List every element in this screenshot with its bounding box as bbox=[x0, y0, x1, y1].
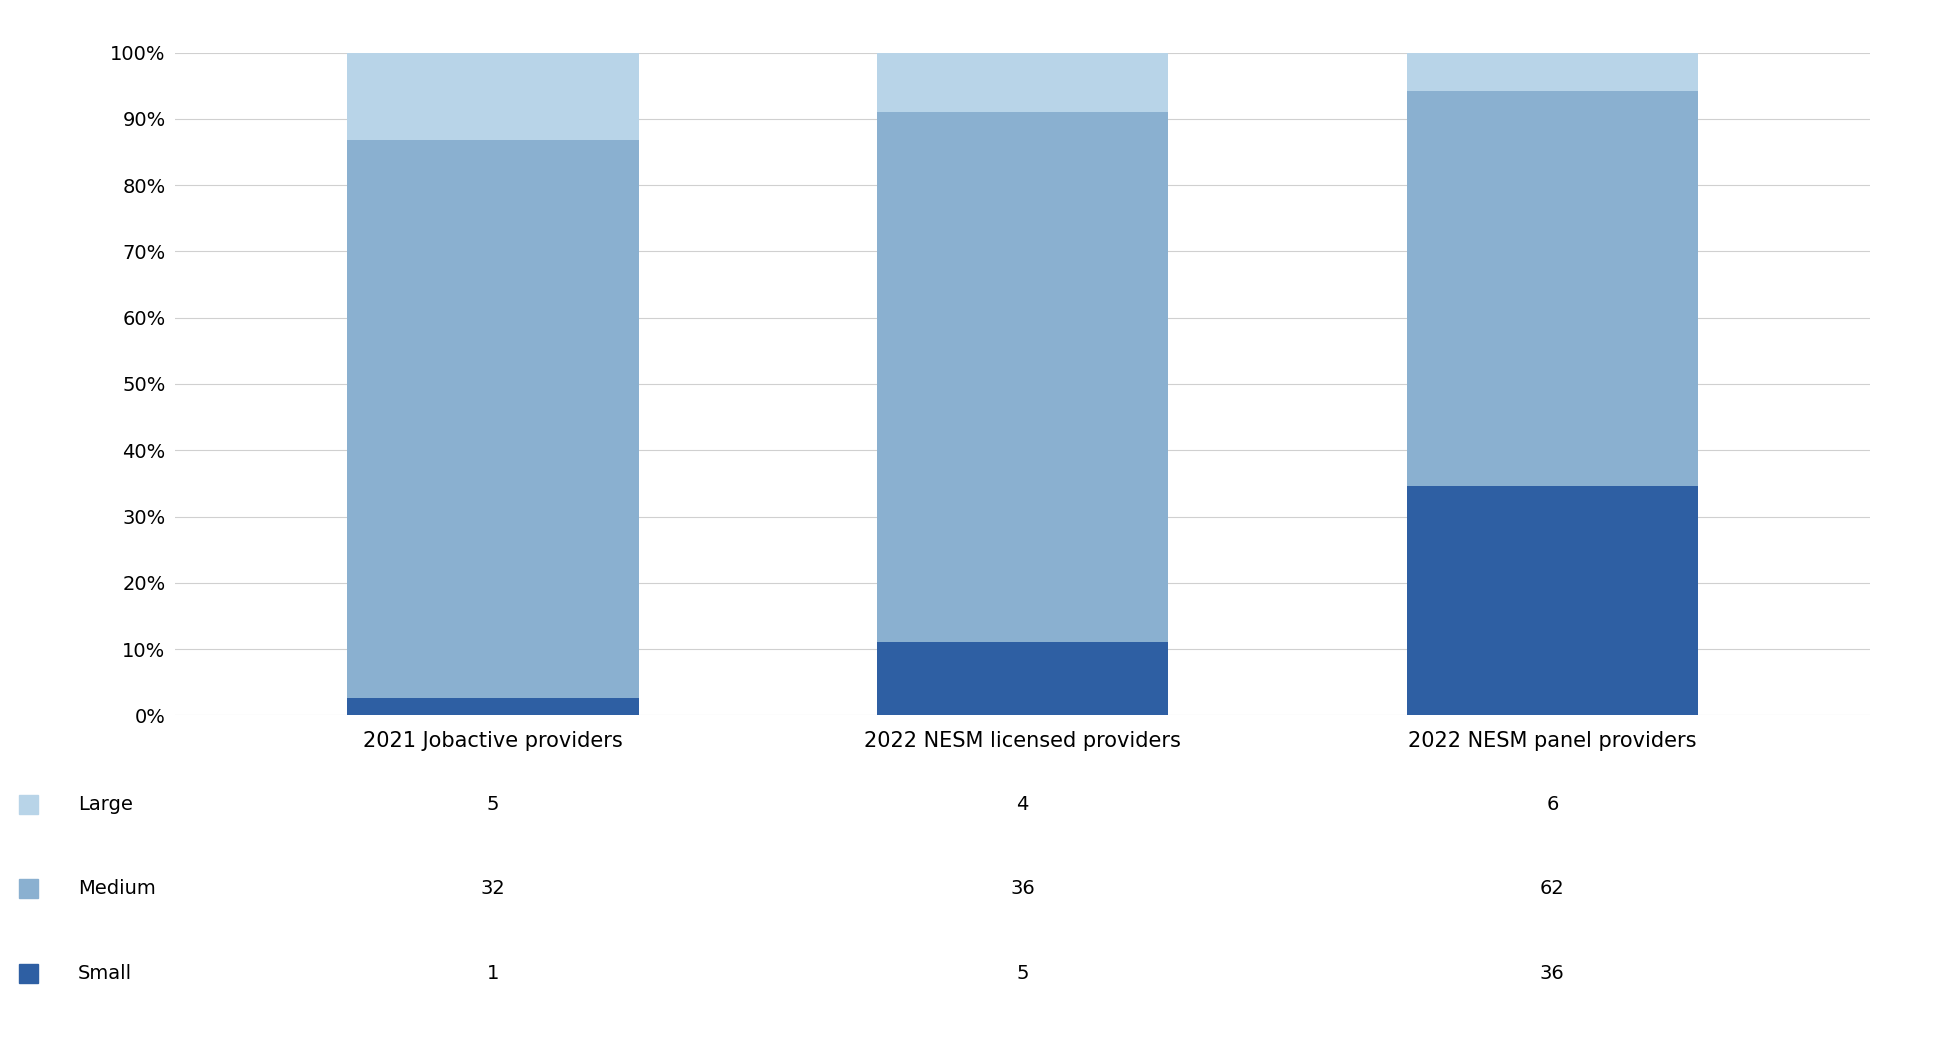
Text: 6: 6 bbox=[1547, 795, 1558, 814]
Text: Medium: Medium bbox=[78, 879, 156, 898]
Bar bbox=[347, 697, 639, 715]
Text: 4: 4 bbox=[1017, 795, 1029, 814]
Text: 36: 36 bbox=[1541, 964, 1564, 983]
Bar bbox=[1406, 53, 1699, 90]
Text: 1: 1 bbox=[487, 964, 499, 983]
Bar bbox=[877, 112, 1169, 642]
Bar bbox=[1406, 90, 1699, 486]
Bar bbox=[347, 53, 639, 140]
Text: 5: 5 bbox=[1017, 964, 1029, 983]
Text: 5: 5 bbox=[487, 795, 499, 814]
Bar bbox=[1406, 486, 1699, 715]
Text: 32: 32 bbox=[481, 879, 505, 898]
Text: 36: 36 bbox=[1011, 879, 1034, 898]
Text: Large: Large bbox=[78, 795, 132, 814]
Text: 62: 62 bbox=[1541, 879, 1564, 898]
Bar bbox=[877, 53, 1169, 112]
Bar bbox=[347, 140, 639, 697]
Bar bbox=[877, 642, 1169, 715]
Text: Small: Small bbox=[78, 964, 132, 983]
